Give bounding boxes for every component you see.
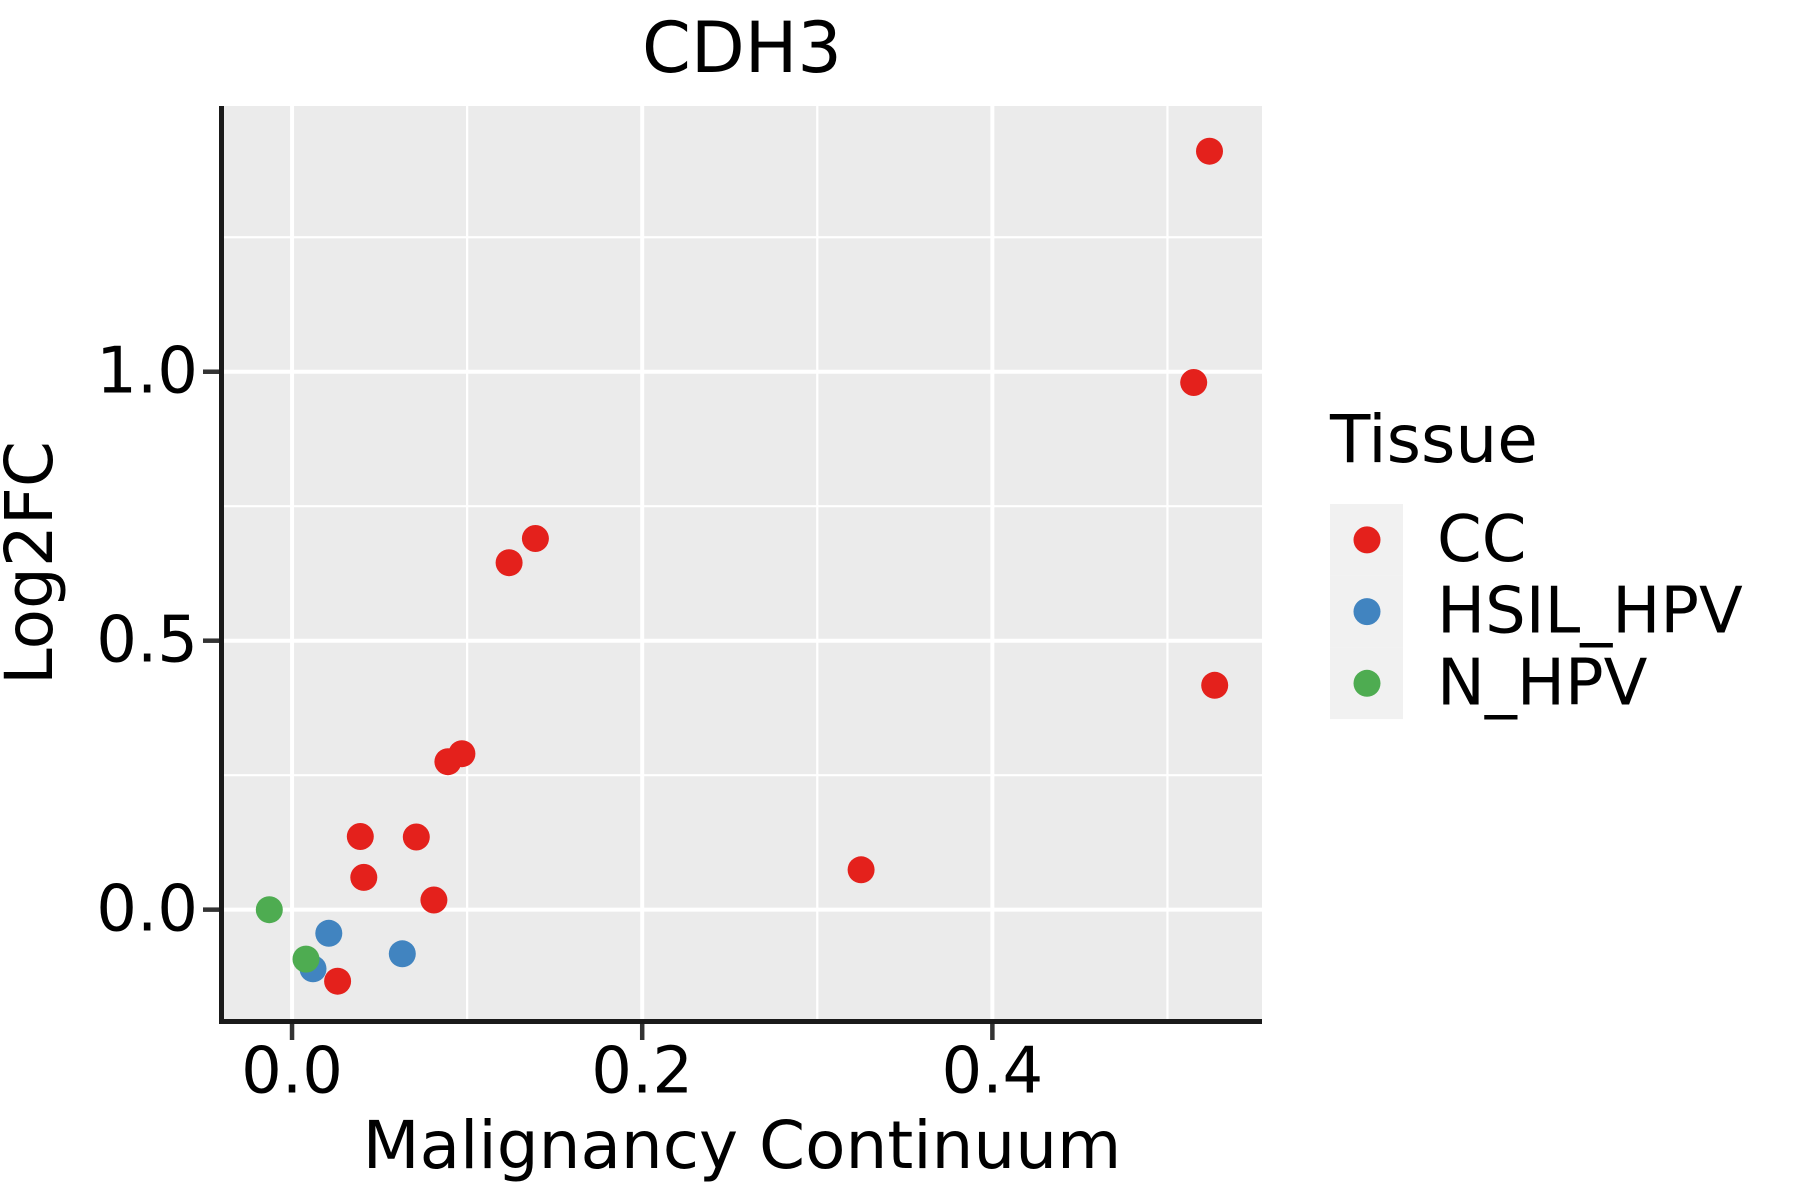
point-HSIL_HPV — [315, 919, 343, 947]
axis-ticks — [203, 369, 995, 1040]
y-tick-label: 0.0 — [96, 873, 198, 947]
point-N_HPV — [255, 896, 283, 924]
point-HSIL_HPV — [388, 940, 416, 968]
tick-labels: 0.0 0.2 0.4 0.0 0.5 1.0 — [96, 335, 1043, 1109]
x-tick-label: 0.4 — [941, 1034, 1043, 1108]
plot-panel — [222, 106, 1262, 1021]
legend-label-HSIL_HPV: HSIL_HPV — [1437, 575, 1743, 649]
major-gridlines — [222, 106, 1262, 1021]
plot-title: CDH3 — [642, 7, 842, 89]
axis-spines — [219, 106, 1262, 1024]
x-tick-label: 0.2 — [591, 1034, 693, 1108]
legend-title: Tissue — [1329, 401, 1538, 478]
legend-label-N_HPV: N_HPV — [1437, 646, 1648, 720]
legend-dot-HSIL_HPV — [1353, 598, 1381, 626]
data-points — [255, 137, 1229, 995]
point-CC — [1201, 671, 1229, 699]
legend-label-CC: CC — [1437, 503, 1526, 577]
legend-dot-CC — [1353, 526, 1381, 554]
point-CC — [521, 525, 549, 552]
point-CC — [847, 856, 875, 884]
point-CC — [495, 549, 523, 577]
point-N_HPV — [292, 945, 320, 973]
x-axis-title: Malignancy Continuum — [363, 1107, 1122, 1184]
point-CC — [1180, 369, 1208, 396]
point-CC — [1196, 137, 1223, 165]
x-tick-label: 0.0 — [241, 1034, 343, 1108]
y-tick-label: 1.0 — [96, 335, 198, 409]
y-tick-label: 0.5 — [96, 604, 198, 678]
point-CC — [420, 886, 448, 914]
point-CC — [434, 748, 462, 776]
legend-dot-N_HPV — [1353, 669, 1381, 697]
point-CC — [402, 823, 430, 851]
minor-gridlines — [222, 106, 1262, 1021]
point-CC — [350, 863, 378, 891]
y-axis-title: Log2FC — [0, 441, 68, 685]
point-CC — [346, 823, 374, 850]
point-CC — [324, 967, 352, 995]
